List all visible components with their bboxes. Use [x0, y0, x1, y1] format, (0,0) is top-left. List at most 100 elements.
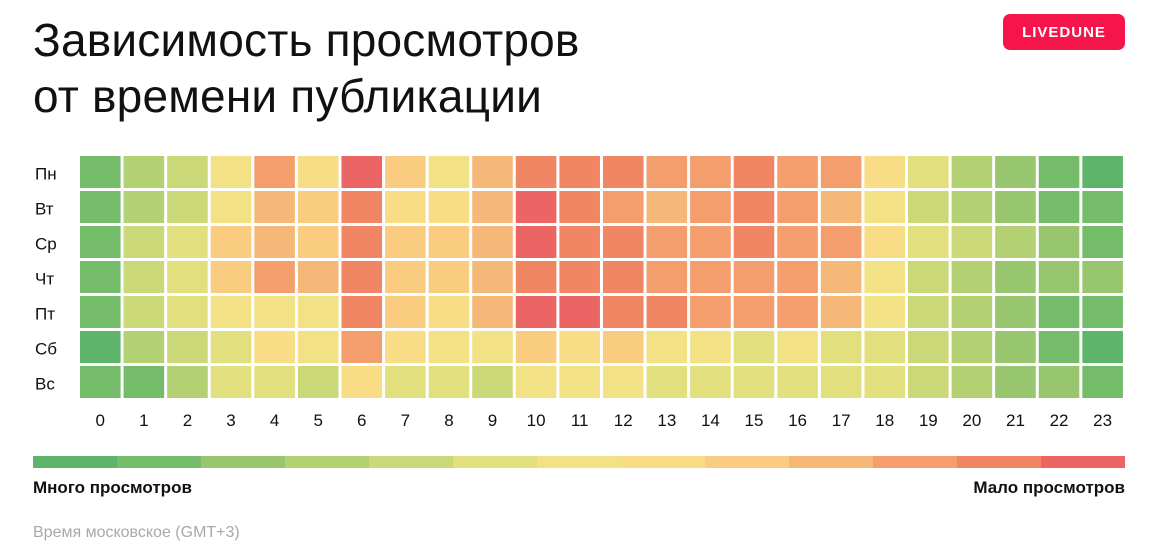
heatmap-cell: [341, 191, 383, 223]
heatmap-cell: [428, 191, 470, 223]
heatmap-cell: [123, 296, 165, 328]
heatmap-cell: [254, 296, 295, 328]
color-scale-segment: [537, 456, 621, 468]
heatmap-cell: [777, 226, 818, 258]
heatmap-cell: [428, 156, 470, 188]
heatmap-cell: [864, 331, 906, 363]
heatmap-cell: [80, 366, 121, 398]
heatmap-cell: [951, 296, 993, 328]
heatmap-cell: [559, 261, 600, 293]
heatmap-cell: [428, 296, 470, 328]
heatmap-cell: [472, 296, 513, 328]
heatmap-cell: [908, 156, 949, 188]
color-scale-bar: [33, 456, 1125, 468]
heatmap-cell: [210, 191, 252, 223]
hour-label: 10: [527, 411, 546, 430]
heatmap-cell: [733, 331, 775, 363]
heatmap-cell: [385, 191, 426, 223]
timezone-note: Время московское (GMT+3): [33, 524, 240, 541]
color-scale-segment: [453, 456, 537, 468]
heatmap-cell: [1082, 191, 1123, 223]
heatmap-cell: [1082, 226, 1123, 258]
heatmap-cell: [733, 366, 775, 398]
heatmap-cell: [80, 331, 121, 363]
heatmap-cell: [733, 191, 775, 223]
heatmap-cell: [602, 366, 644, 398]
heatmap-cell: [167, 226, 208, 258]
heatmap-cell: [864, 296, 906, 328]
heatmap-cell: [472, 261, 513, 293]
heatmap-cell: [297, 296, 339, 328]
heatmap-cell: [951, 331, 993, 363]
color-scale-segment: [201, 456, 285, 468]
heatmap-cell: [385, 226, 426, 258]
heatmap-cell: [646, 331, 688, 363]
heatmap-cell: [690, 261, 731, 293]
heatmap-cell: [210, 331, 252, 363]
color-scale-segment: [1041, 456, 1125, 468]
heatmap-cell: [167, 296, 208, 328]
heatmap-cell: [820, 331, 862, 363]
day-label: Вт: [35, 200, 54, 219]
heatmap-cell: [690, 156, 731, 188]
heatmap-cell: [602, 191, 644, 223]
heatmap-cell: [1038, 191, 1080, 223]
heatmap-cell: [428, 261, 470, 293]
heatmap-cell: [908, 331, 949, 363]
heatmap-cell: [341, 366, 383, 398]
heatmap-cell: [210, 261, 252, 293]
hour-label: 22: [1050, 411, 1069, 430]
heatmap-cell: [1038, 261, 1080, 293]
day-label: Пн: [35, 165, 57, 184]
heatmap-cell: [167, 191, 208, 223]
heatmap-cell: [385, 366, 426, 398]
color-scale-segment: [705, 456, 789, 468]
heatmap-cell: [733, 296, 775, 328]
heatmap-cell: [1082, 331, 1123, 363]
heatmap-cell: [297, 366, 339, 398]
heatmap-cell: [515, 296, 557, 328]
livedune-logo: LIVEDUNE: [1003, 14, 1125, 50]
heatmap-cell: [210, 156, 252, 188]
hour-label: 13: [657, 411, 676, 430]
heatmap-cell: [559, 366, 600, 398]
color-scale-segment: [33, 456, 117, 468]
heatmap-cell: [602, 226, 644, 258]
heatmap-cell: [820, 226, 862, 258]
heatmap-cell: [690, 226, 731, 258]
heatmap-cell: [515, 156, 557, 188]
heatmap-cell: [254, 191, 295, 223]
hour-label: 4: [270, 411, 279, 430]
heatmap-cell: [733, 226, 775, 258]
heatmap-cell: [254, 261, 295, 293]
heatmap-cell: [297, 226, 339, 258]
day-label: Сб: [35, 340, 57, 359]
color-scale-segment: [873, 456, 957, 468]
hour-label: 21: [1006, 411, 1025, 430]
heatmap-cell: [341, 261, 383, 293]
heatmap-cell: [864, 156, 906, 188]
heatmap-cell: [385, 156, 426, 188]
heatmap-cell: [559, 331, 600, 363]
heatmap-cell: [385, 296, 426, 328]
heatmap-cell: [820, 366, 862, 398]
heatmap-cell: [1038, 331, 1080, 363]
hour-label: 1: [139, 411, 148, 430]
heatmap-cell: [123, 191, 165, 223]
heatmap-cell: [341, 226, 383, 258]
heatmap-cell: [995, 296, 1036, 328]
heatmap-cell: [123, 261, 165, 293]
heatmap-cell: [864, 366, 906, 398]
heatmap-cell: [995, 226, 1036, 258]
heatmap-cell: [646, 226, 688, 258]
heatmap-cell: [80, 156, 121, 188]
heatmap-cell: [908, 296, 949, 328]
heatmap-cell: [80, 191, 121, 223]
heatmap-cell: [210, 226, 252, 258]
heatmap-cell: [820, 191, 862, 223]
heatmap-cell: [1038, 156, 1080, 188]
color-scale-segment: [285, 456, 369, 468]
heatmap-cell: [123, 331, 165, 363]
day-label: Вс: [35, 375, 55, 394]
heatmap-cell: [690, 296, 731, 328]
